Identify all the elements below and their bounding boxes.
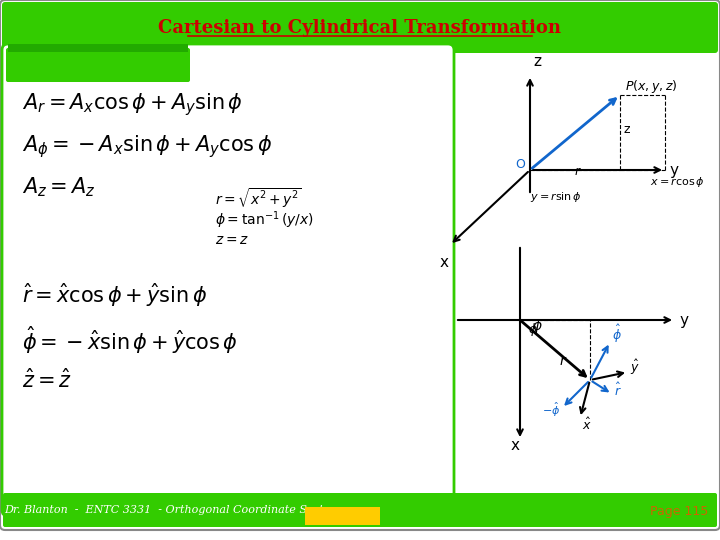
Text: $\hat{x}$: $\hat{x}$ (582, 417, 592, 433)
Text: y: y (680, 313, 689, 327)
Text: $\hat{\phi} = -\hat{x}\sin\phi + \hat{y}\cos\phi$: $\hat{\phi} = -\hat{x}\sin\phi + \hat{y}… (22, 324, 238, 356)
Text: $\phi$: $\phi$ (532, 317, 543, 335)
Text: $\hat{r}$: $\hat{r}$ (614, 382, 622, 399)
Text: $A_\phi = -A_x \sin\phi + A_y \cos\phi$: $A_\phi = -A_x \sin\phi + A_y \cos\phi$ (22, 133, 272, 160)
Text: $\phi$: $\phi$ (528, 321, 538, 338)
FancyBboxPatch shape (2, 44, 454, 516)
Text: $z = z$: $z = z$ (215, 233, 249, 247)
Text: $\hat{\phi}$: $\hat{\phi}$ (612, 323, 622, 345)
Text: Cartesian to Cylindrical Transformation: Cartesian to Cylindrical Transformation (158, 19, 562, 37)
Text: z: z (624, 123, 631, 136)
Text: r: r (560, 354, 566, 368)
Text: x: x (510, 438, 520, 453)
Bar (305, 507, 380, 525)
Text: r: r (575, 165, 580, 178)
Text: Page 115: Page 115 (649, 505, 708, 518)
Text: $\hat{y}$: $\hat{y}$ (630, 358, 640, 377)
Text: Dr. Blanton  -  ENTC 3331  - Orthogonal Coordinate Systems: Dr. Blanton - ENTC 3331 - Orthogonal Coo… (4, 505, 346, 515)
Text: $r = \sqrt{x^2 + y^2}$: $r = \sqrt{x^2 + y^2}$ (215, 186, 302, 210)
Text: z: z (533, 54, 541, 69)
FancyBboxPatch shape (8, 44, 188, 52)
Text: $P(x, y, z)$: $P(x, y, z)$ (625, 78, 678, 95)
Text: $A_r = A_x \cos\phi + A_y \sin\phi$: $A_r = A_x \cos\phi + A_y \sin\phi$ (22, 92, 243, 118)
FancyBboxPatch shape (2, 2, 718, 53)
Text: $y = r\sin\phi$: $y = r\sin\phi$ (530, 190, 582, 204)
Text: $x = r\cos\phi$: $x = r\cos\phi$ (650, 175, 705, 189)
Text: O: O (515, 158, 525, 171)
FancyBboxPatch shape (6, 48, 190, 82)
Text: y: y (670, 163, 679, 178)
FancyBboxPatch shape (3, 493, 717, 527)
Text: $\hat{z} = \hat{z}$: $\hat{z} = \hat{z}$ (22, 368, 72, 392)
Text: $A_z = A_z$: $A_z = A_z$ (22, 175, 96, 199)
Text: $-\hat{\phi}$: $-\hat{\phi}$ (542, 401, 560, 419)
Text: $\phi = \tan^{-1}(y/x)$: $\phi = \tan^{-1}(y/x)$ (215, 209, 314, 231)
Text: x: x (440, 255, 449, 270)
Text: $\hat{r} = \hat{x}\cos\phi + \hat{y}\sin\phi$: $\hat{r} = \hat{x}\cos\phi + \hat{y}\sin… (22, 281, 207, 309)
